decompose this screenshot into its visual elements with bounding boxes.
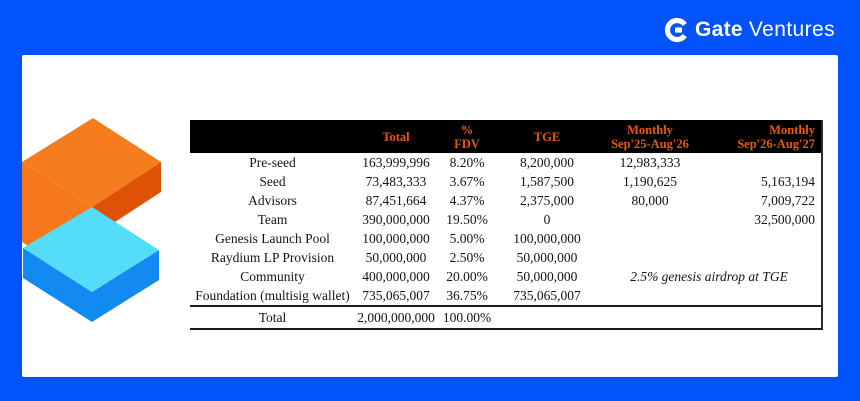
tokenomics-table: Total % FDV TGE Monthly Sep'25-Aug'26: [190, 120, 823, 330]
cell-total: 87,451,664: [365, 193, 427, 208]
cell-tge: 0: [543, 212, 551, 227]
cell-total: 400,000,000: [362, 269, 430, 284]
cell-label: Pre-seed: [249, 155, 296, 170]
cell-fdv: 36.75%: [446, 288, 488, 303]
table-row: Seed 73,483,333 3.67% 1,587,500 1,190,625 5,1…: [190, 172, 822, 191]
table-row: Raydium LP Provision 50,000,000 2.50% 50,00…: [190, 248, 822, 267]
cell-tge: 8,200,000: [520, 155, 574, 170]
cell-fdv: 3.67%: [449, 174, 485, 189]
cell-m2: [703, 153, 822, 172]
cell-m1: [597, 210, 703, 229]
cell-m1: [597, 229, 703, 248]
orange-block-top-face: [22, 118, 161, 207]
cell-m2: 7,009,722: [761, 193, 815, 208]
cell-m2: 5,163,194: [761, 174, 815, 189]
cell-m2: [703, 248, 822, 267]
logo-word-gate: Gate: [695, 18, 743, 41]
cell-tge: 100,000,000: [513, 231, 581, 246]
table-row: Team 390,000,000 19.50% 0 32,500,000: [190, 210, 822, 229]
col-header-monthly-2: Monthly Sep'26-Aug'27: [703, 120, 822, 153]
table-row: Pre-seed 163,999,996 8.20% 8,200,000 12,983,…: [190, 153, 822, 172]
content-panel: Total % FDV TGE Monthly Sep'25-Aug'26: [22, 55, 838, 377]
cell-label: Foundation (multisig wallet): [195, 288, 350, 303]
cell-label: Raydium LP Provision: [210, 250, 335, 265]
cell-fdv: 20.00%: [446, 269, 488, 284]
cell-m2: [703, 286, 822, 306]
cell-total: 50,000,000: [365, 250, 427, 265]
cyan-block-top-face: [23, 207, 159, 292]
cell-m1: [597, 248, 703, 267]
cell-label: Genesis Launch Pool: [215, 231, 330, 246]
gate-circle-icon: [664, 17, 687, 43]
table-row: Foundation (multisig wallet) 735,065,007 3…: [190, 286, 822, 306]
cyan-block-right-face: [92, 250, 159, 322]
cell-total: 735,065,007: [362, 288, 430, 303]
cell-total-m2: [703, 305, 822, 330]
cell-fdv: 4.37%: [449, 193, 485, 208]
col-header-total: Total: [355, 120, 437, 153]
gate-ventures-logo: Gate Ventures: [664, 17, 835, 43]
cell-m1: 1,190,625: [623, 174, 677, 189]
cell-total-total: 2,000,000,000: [355, 305, 437, 330]
cell-total-m1: [597, 305, 703, 330]
isometric-blocks-graphic: [22, 118, 161, 322]
table-row: Advisors 87,451,664 4.37% 2,375,000 80,000 7,…: [190, 191, 822, 210]
cell-tge: 50,000,000: [516, 269, 578, 284]
cell-total: 100,000,000: [362, 231, 430, 246]
cell-tge: 50,000,000: [516, 250, 578, 265]
cell-total-tge: [497, 305, 597, 330]
cyan-block-left-face: [23, 248, 92, 322]
col-header-fdv: % FDV: [437, 120, 497, 153]
cell-total: 73,483,333: [365, 174, 427, 189]
cell-tge: 1,587,500: [520, 174, 574, 189]
cell-label: Community: [240, 269, 305, 284]
cell-label: Seed: [259, 174, 286, 189]
table-row: Genesis Launch Pool 100,000,000 5.00% 100,0…: [190, 229, 822, 248]
cell-m2: 32,500,000: [754, 212, 815, 227]
cell-note: 2.5% genesis airdrop at TGE: [630, 269, 788, 284]
cell-total: 163,999,996: [362, 155, 430, 170]
cell-fdv: 8.20%: [449, 155, 485, 170]
cell-fdv: 5.00%: [449, 231, 485, 246]
cell-fdv: 19.50%: [446, 212, 488, 227]
cell-m2: [703, 229, 822, 248]
table-row: Community 400,000,000 20.00% 50,000,000 2.5%…: [190, 267, 822, 286]
cell-tge: 735,065,007: [513, 288, 581, 303]
col-header-monthly-1: Monthly Sep'25-Aug'26: [597, 120, 703, 153]
cell-total-label: Total: [190, 305, 355, 330]
col-header-empty: [190, 120, 355, 153]
cell-label: Team: [257, 212, 288, 227]
logo-word-ventures: Ventures: [748, 18, 835, 41]
cell-total: 390,000,000: [362, 212, 430, 227]
cell-m1: 12,983,333: [619, 155, 681, 170]
cell-label: Advisors: [248, 193, 297, 208]
cell-fdv: 2.50%: [449, 250, 485, 265]
col-header-tge: TGE: [497, 120, 597, 153]
cell-m1: [597, 286, 703, 306]
cell-m1: 80,000: [631, 193, 669, 208]
table-header: Total % FDV TGE Monthly Sep'25-Aug'26: [190, 120, 822, 153]
cell-tge: 2,375,000: [520, 193, 574, 208]
table-body: Pre-seed 163,999,996 8.20% 8,200,000 12,983,…: [190, 153, 822, 306]
total-row: Total 2,000,000,000 100.00%: [190, 305, 822, 330]
cell-total-fdv: 100.00%: [437, 305, 497, 330]
